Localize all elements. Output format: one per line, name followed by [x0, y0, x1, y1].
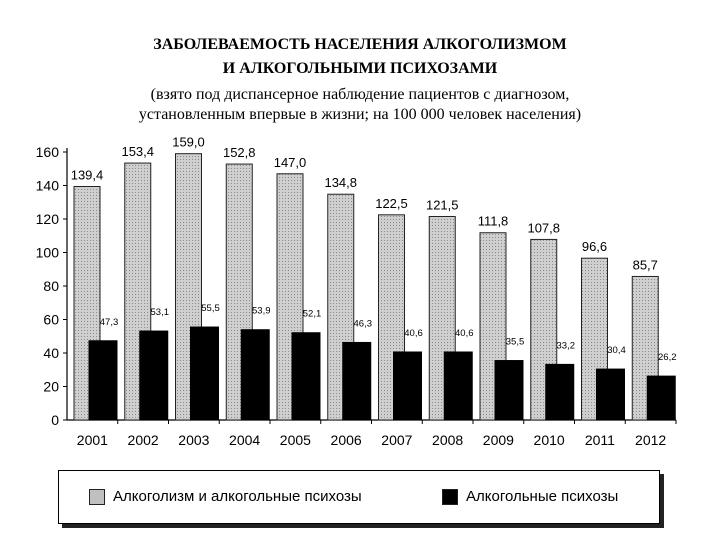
bar-series2 — [291, 332, 321, 421]
data-label-series1: 121,5 — [426, 197, 459, 212]
x-tick-label: 2007 — [381, 432, 412, 448]
data-label-series2: 55,5 — [201, 303, 220, 314]
bar-series2 — [190, 326, 219, 421]
data-label-series1: 134,8 — [324, 175, 357, 190]
y-tick-label: 140 — [36, 178, 60, 194]
x-tick-label: 2002 — [128, 432, 159, 448]
bar-series2 — [393, 351, 422, 421]
data-label-series1: 153,4 — [121, 144, 154, 159]
bar-series2 — [443, 351, 473, 421]
data-label-series2: 40,6 — [455, 328, 474, 339]
chart-title-line1: ЗАБОЛЕВАЕМОСТЬ НАСЕЛЕНИЯ АЛКОГОЛИЗМОМ — [153, 36, 567, 53]
data-label-series2: 53,9 — [252, 306, 271, 317]
y-tick-label: 100 — [36, 245, 60, 261]
x-tick-label: 2006 — [331, 432, 362, 448]
bar-series2 — [240, 329, 270, 421]
data-label-series1: 107,8 — [527, 220, 560, 235]
data-label-series1: 111,8 — [478, 214, 509, 229]
legend-swatch-series1 — [89, 488, 105, 505]
data-label-series2: 53,1 — [151, 307, 170, 318]
bar-series2 — [139, 330, 169, 421]
data-label-series2: 33,2 — [557, 340, 576, 351]
data-label-series2: 52,1 — [303, 309, 322, 320]
x-tick-label: 2003 — [178, 432, 209, 448]
bar-series2 — [596, 368, 625, 421]
legend-label-series2: Алкогольные психозы — [466, 488, 619, 505]
data-label-series2: 40,6 — [404, 328, 423, 339]
legend-item-series1: Алкоголизм и алкогольные психозы — [89, 488, 362, 505]
data-label-series1: 85,7 — [633, 257, 658, 272]
chart-subtitle-line2: установленным впервые в жизни; на 100 00… — [138, 106, 582, 123]
data-label-series2: 35,5 — [506, 337, 525, 348]
x-tick-label: 2004 — [229, 432, 260, 448]
y-tick-label: 0 — [51, 412, 59, 428]
x-tick-label: 2012 — [635, 432, 666, 448]
chart-subtitle-line1: (взято под диспансерное наблюдение пацие… — [150, 86, 570, 103]
x-tick-label: 2011 — [585, 432, 615, 448]
data-label-series1: 159,0 — [172, 135, 205, 150]
y-tick-label: 60 — [43, 312, 59, 328]
bar-series2 — [88, 340, 118, 421]
data-label-series2: 30,4 — [607, 345, 626, 356]
x-tick-label: 2009 — [483, 432, 514, 448]
bar-series2 — [646, 375, 676, 421]
data-label-series1: 139,4 — [71, 168, 104, 183]
data-label-series1: 147,0 — [274, 155, 307, 170]
legend-swatch-series2 — [442, 488, 458, 505]
bar-series1 — [581, 257, 608, 421]
data-label-series1: 96,6 — [582, 239, 607, 254]
data-label-series1: 122,5 — [375, 196, 408, 211]
legend: Алкоголизм и алкогольные психозы Алкогол… — [58, 470, 660, 524]
bar-series2 — [494, 360, 524, 421]
y-tick-label: 20 — [43, 379, 59, 395]
chart-title-line2: И АЛКОГОЛЬНЫМИ ПСИХОЗАМИ — [222, 60, 498, 77]
y-tick-label: 160 — [36, 144, 60, 160]
y-tick-label: 80 — [43, 278, 59, 294]
x-tick-label: 2010 — [534, 432, 565, 448]
data-label-series2: 47,3 — [100, 317, 119, 328]
data-label-series2: 26,2 — [658, 352, 677, 363]
legend-item-series2: Алкогольные психозы — [442, 488, 618, 505]
bar-series2 — [545, 363, 575, 421]
data-label-series2: 46,3 — [354, 318, 373, 329]
x-tick-label: 2001 — [77, 432, 108, 448]
data-label-series1: 152,8 — [223, 145, 256, 160]
x-tick-label: 2008 — [432, 432, 463, 448]
y-tick-label: 120 — [36, 211, 60, 227]
x-tick-label: 2005 — [280, 432, 311, 448]
bar-series2 — [342, 341, 372, 421]
legend-label-series1: Алкоголизм и алкогольные психозы — [113, 488, 362, 505]
y-tick-label: 40 — [43, 345, 59, 361]
